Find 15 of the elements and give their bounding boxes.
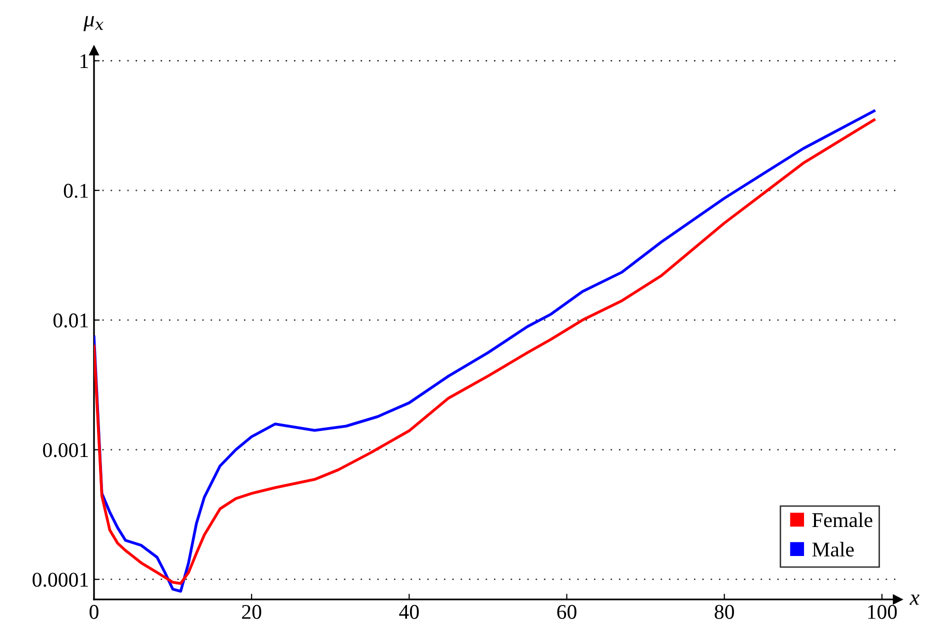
x-tick-label: 80: [714, 604, 734, 619]
y-tick-label: 0.0001: [32, 572, 88, 587]
y-tick-label: 1: [80, 54, 88, 68]
x-tick-label: 40: [399, 604, 419, 619]
x-tick-label: 0: [90, 604, 98, 619]
legend-label: Female: [812, 512, 872, 528]
x-tick-label: 100: [868, 604, 897, 619]
legend-label: Male: [812, 542, 854, 557]
y-tick-label: 0.1: [64, 184, 88, 198]
y-tick-label: 0.01: [53, 313, 88, 328]
x-axis-title: x: [909, 594, 920, 605]
x-tick-label: 60: [557, 604, 576, 619]
y-axis-title: μ$_{x}$: [84, 16, 104, 32]
x-tick-label: 20: [242, 604, 262, 619]
y-tick-label: 0.001: [43, 443, 88, 458]
